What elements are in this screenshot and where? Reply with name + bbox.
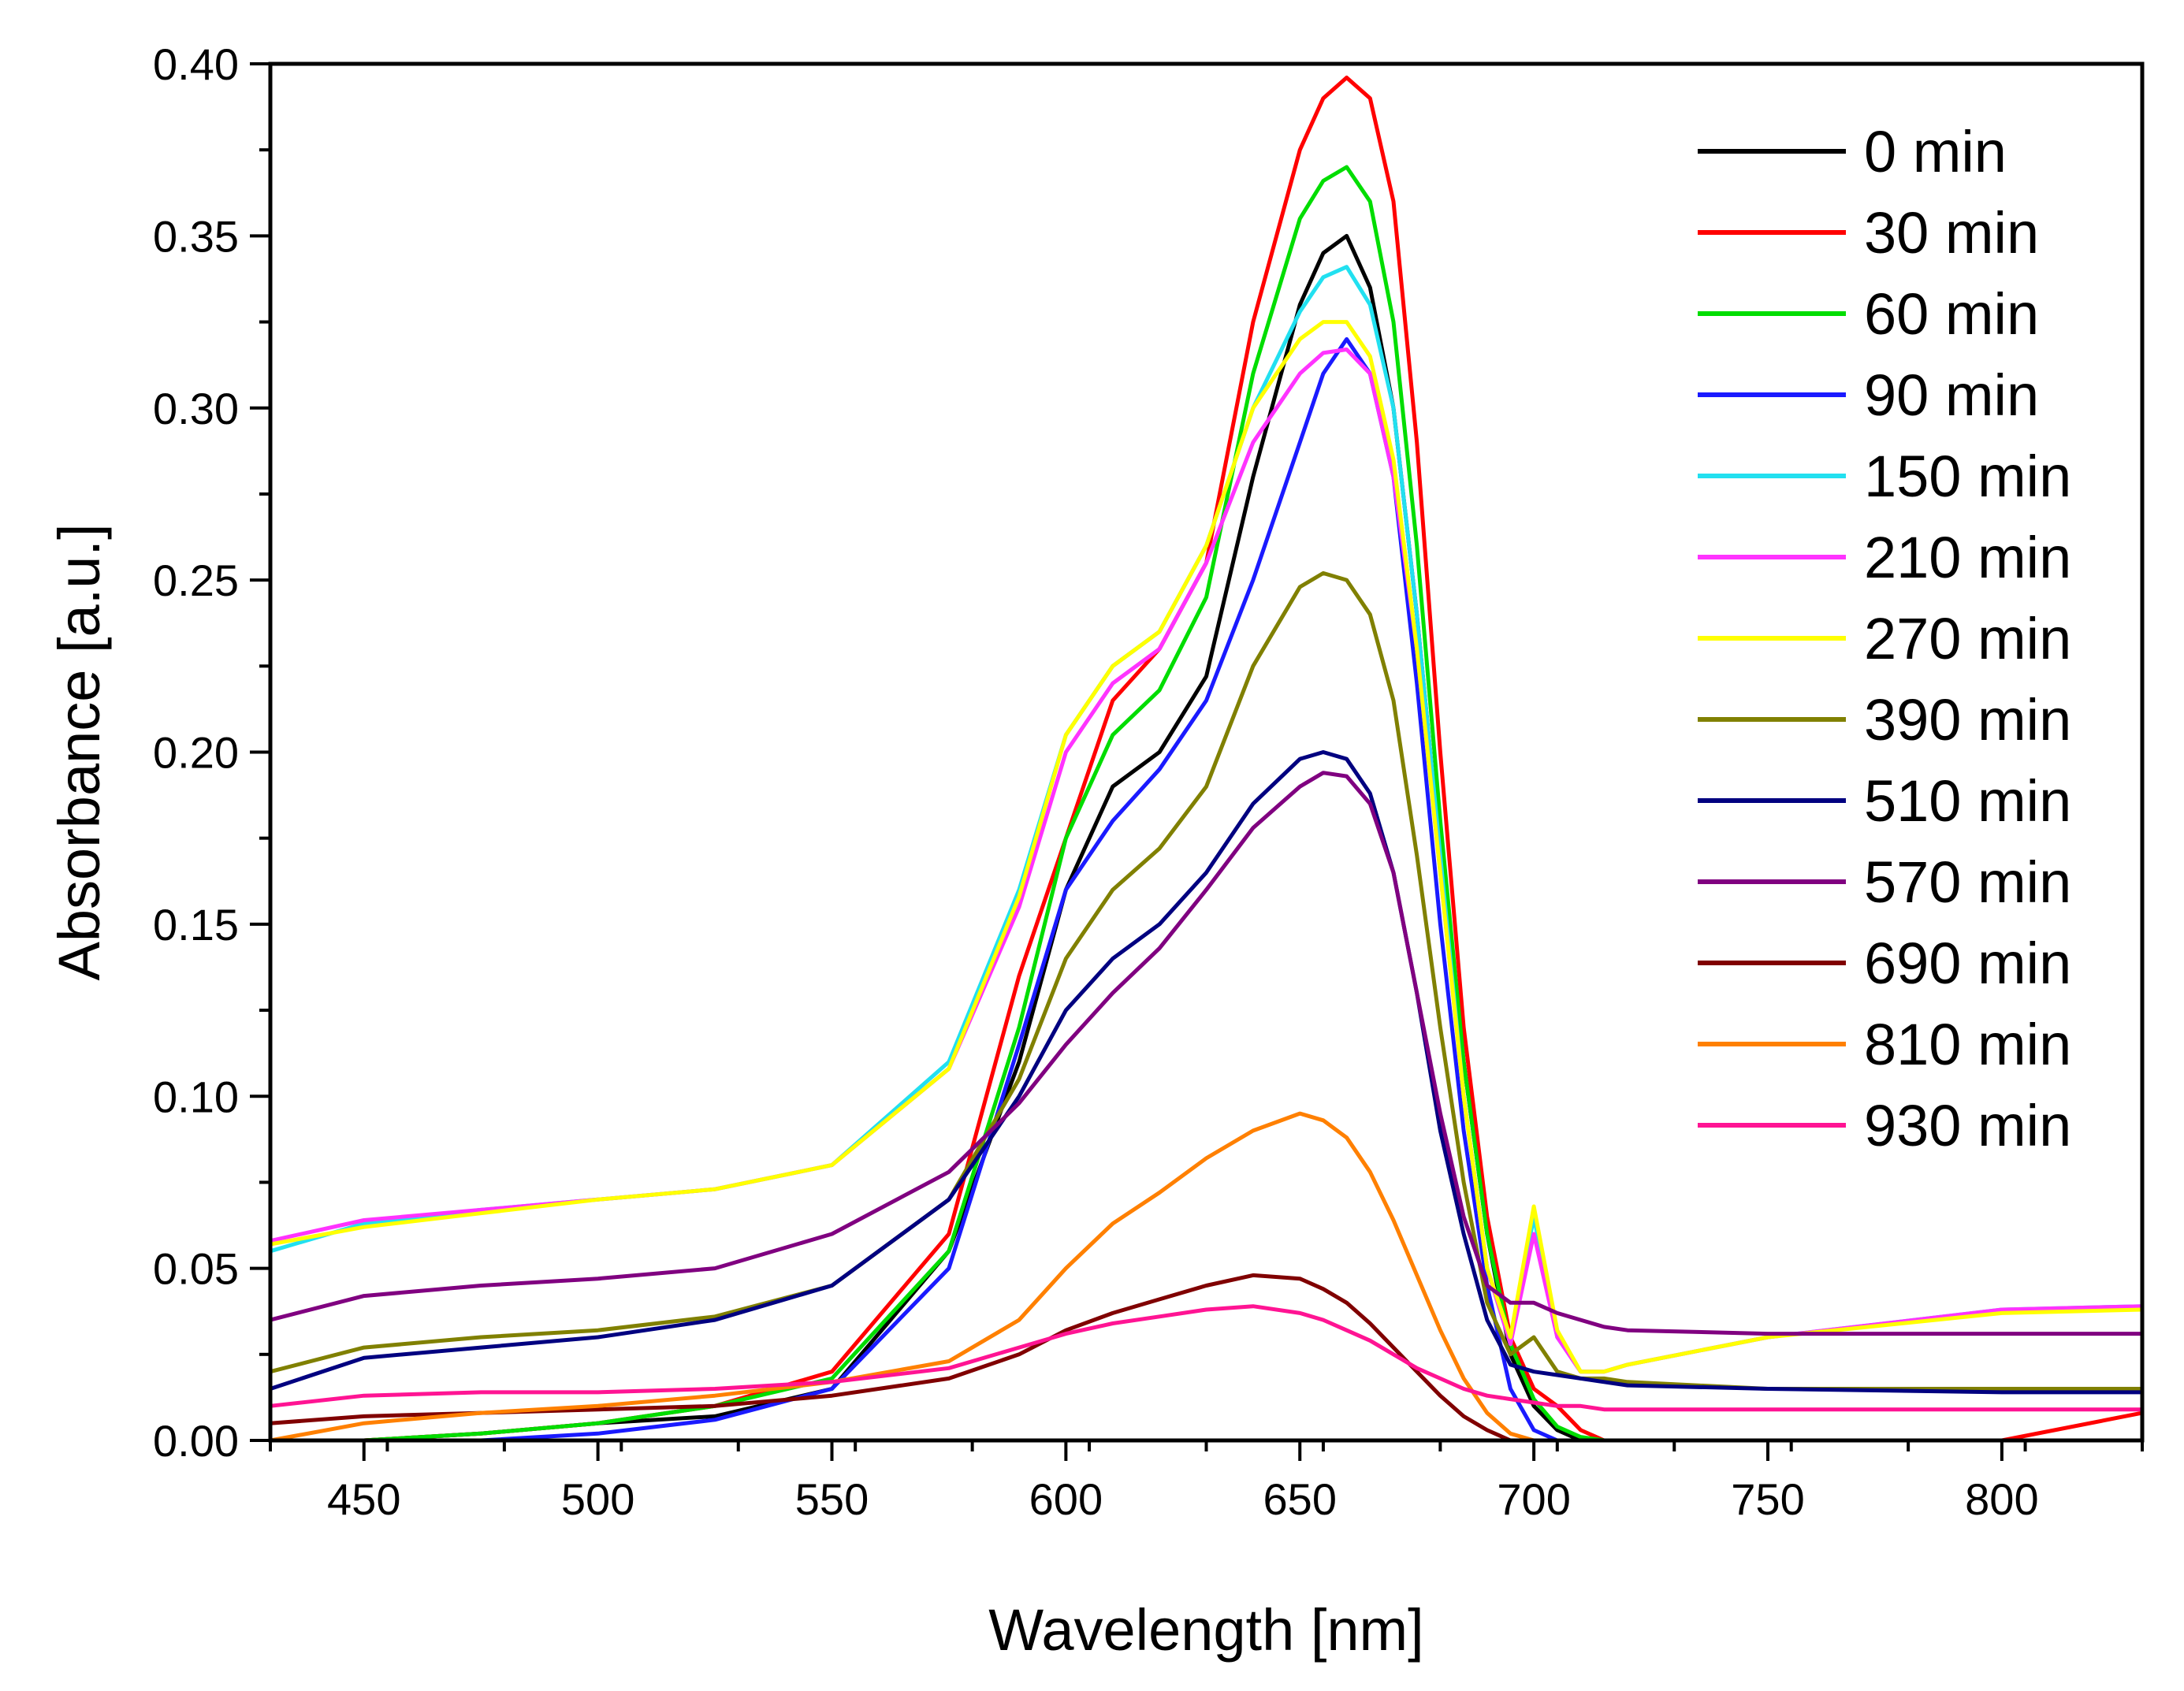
x-tick-label: 700 bbox=[1497, 1474, 1570, 1524]
y-tick-label: 0.15 bbox=[153, 900, 239, 950]
y-tick-label: 0.30 bbox=[153, 384, 239, 433]
x-tick-label: 800 bbox=[1965, 1474, 2038, 1524]
x-tick-label: 500 bbox=[561, 1474, 634, 1524]
y-tick-label: 0.35 bbox=[153, 211, 239, 261]
legend-label-570-min: 570 min bbox=[1864, 849, 2071, 915]
legend-label-690-min: 690 min bbox=[1864, 931, 2071, 996]
y-tick-label: 0.00 bbox=[153, 1416, 239, 1466]
legend-label-390-min: 390 min bbox=[1864, 687, 2071, 753]
tick-label-layer: 450 500 550 600 650 700 750 800 0.00 0.05 0.10 0.15… bbox=[153, 39, 2039, 1524]
series-line-30-min bbox=[268, 76, 2145, 1443]
x-tick-label: 750 bbox=[1731, 1474, 1804, 1524]
legend-label-150-min: 150 min bbox=[1864, 444, 2071, 509]
x-tick-label: 550 bbox=[795, 1474, 869, 1524]
legend-label-60-min: 60 min bbox=[1864, 281, 2039, 347]
series-line-570-min bbox=[268, 771, 2145, 1336]
y-axis-title: Absorbance [a.u.] bbox=[47, 523, 112, 980]
y-tick-label: 0.25 bbox=[153, 556, 239, 605]
series-line-930-min bbox=[268, 1304, 2145, 1412]
legend-label-90-min: 90 min bbox=[1864, 362, 2039, 428]
legend-label-0-min: 0 min bbox=[1864, 119, 2007, 184]
legend-label-30-min: 30 min bbox=[1864, 200, 2039, 266]
x-axis-title: Wavelength [nm] bbox=[988, 1597, 1424, 1663]
legend: 0 min 30 min 60 min 90 min 150 min 210 min 270… bbox=[1698, 119, 2071, 1158]
plot-frame bbox=[268, 61, 2145, 1443]
series-line-510-min bbox=[268, 750, 2145, 1395]
y-tick-label: 0.40 bbox=[153, 39, 239, 89]
legend-label-810-min: 810 min bbox=[1864, 1012, 2071, 1077]
legend-label-270-min: 270 min bbox=[1864, 606, 2071, 671]
x-tick-label: 450 bbox=[327, 1474, 400, 1524]
y-tick-label: 0.20 bbox=[153, 728, 239, 778]
series-line-270-min bbox=[268, 320, 2145, 1374]
y-tick-label: 0.10 bbox=[153, 1072, 239, 1121]
series-line-60-min bbox=[268, 165, 2145, 1443]
x-tick-label: 600 bbox=[1029, 1474, 1103, 1524]
legend-label-930-min: 930 min bbox=[1864, 1093, 2071, 1158]
x-tick-label: 650 bbox=[1263, 1474, 1337, 1524]
legend-label-510-min: 510 min bbox=[1864, 768, 2071, 834]
y-tick-label: 0.05 bbox=[153, 1244, 239, 1294]
legend-label-210-min: 210 min bbox=[1864, 525, 2071, 590]
